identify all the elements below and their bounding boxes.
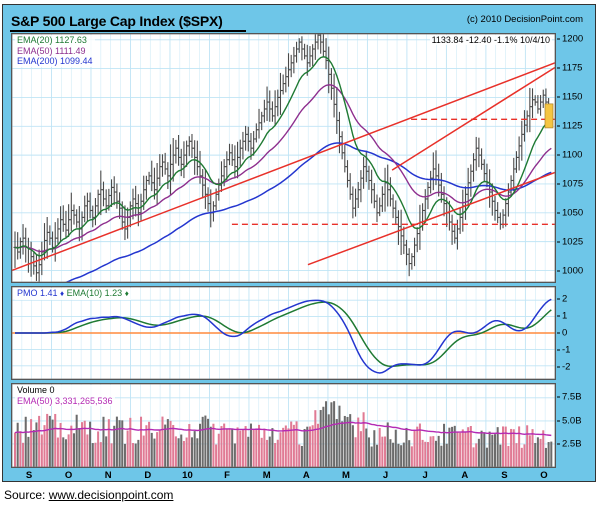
axis-tickmark xyxy=(557,67,560,69)
x-axis: S O N D 10 F M A M J J A S O xyxy=(11,469,556,483)
axis-tick-label: 1125 xyxy=(562,120,583,132)
axis-tick-label: 1075 xyxy=(562,178,584,190)
axis-tickmark xyxy=(557,38,560,40)
legend-pmo: PMO 1.41 xyxy=(17,288,58,298)
axis-tickmark xyxy=(557,212,560,214)
axis-tick-label: 2.5B xyxy=(562,438,582,450)
pmo-indicator-panel[interactable]: PMO 1.41 ♦ EMA(10) 1.23 ♦ xyxy=(11,286,556,380)
legend-pmo-signal: EMA(10) 1.23 xyxy=(66,288,123,298)
legend-volume-ema: EMA(50) 3,331,265,536 xyxy=(17,395,113,406)
quote-readout: 1133.84 -12.40 -1.1% 10/4/10 xyxy=(429,35,552,45)
axis-tickmark xyxy=(557,315,560,317)
page-title: S&P 500 Large Cap Index ($SPX) xyxy=(11,13,223,29)
chart-frame: S&P 500 Large Cap Index ($SPX) (c) 2010 … xyxy=(2,4,596,482)
axis-tick-label: 1200 xyxy=(562,33,584,45)
x-axis-tick-label: M xyxy=(341,470,350,481)
axis-tick-label: -1 xyxy=(562,344,571,356)
source-caption: Source: www.decisionpoint.com xyxy=(4,488,173,502)
price-plot-area xyxy=(12,34,555,282)
x-axis-tick-label: D xyxy=(144,470,152,481)
x-axis-tick-label: J xyxy=(382,470,389,481)
axis-tick-label: 1025 xyxy=(562,236,584,248)
axis-tickmark xyxy=(557,443,560,445)
axis-tickmark xyxy=(557,154,560,156)
axis-tickmark xyxy=(557,298,560,300)
axis-tickmark xyxy=(557,96,560,98)
axis-tick-label: 1100 xyxy=(562,149,583,161)
axis-tickmark xyxy=(557,125,560,127)
x-axis-tick-label: J xyxy=(422,470,428,481)
x-axis-tick-label: O xyxy=(540,470,548,481)
axis-tickmark xyxy=(557,332,560,334)
pmo-y-axis: 2 1 0 -1 -2 xyxy=(557,286,599,380)
axis-tick-label: 1000 xyxy=(562,265,584,277)
axis-tick-label: 5.0B xyxy=(562,415,582,427)
pmo-plot-area xyxy=(12,287,555,379)
x-axis-tick-label: A xyxy=(302,470,310,481)
legend-ema20: EMA(20) 1127.63 xyxy=(17,35,87,45)
axis-tick-label: 1175 xyxy=(562,62,583,74)
price-legend: EMA(20) 1127.63 EMA(50) 1111.49 EMA(200)… xyxy=(15,35,95,67)
price-y-axis: 1200 1175 1150 1125 1100 1075 1050 1025 1000 xyxy=(557,33,599,283)
x-axis-tick-label: O xyxy=(64,470,73,481)
x-axis-tick-label: N xyxy=(104,470,112,481)
axis-tickmark xyxy=(557,349,560,351)
axis-tick-label: 1 xyxy=(562,310,568,322)
volume-y-axis: 7.5B 5.0B 2.5B xyxy=(557,383,599,468)
axis-tickmark xyxy=(557,183,560,185)
pmo-trend-arrow-icon: ♦ xyxy=(60,289,65,298)
pmo-signal-trend-arrow-icon: ♦ xyxy=(124,289,129,298)
legend-ema50: EMA(50) 1111.49 xyxy=(17,45,86,56)
x-axis-tick-label: S xyxy=(501,470,508,481)
pmo-legend: PMO 1.41 ♦ EMA(10) 1.23 ♦ xyxy=(15,288,131,300)
price-chart-panel[interactable]: EMA(20) 1127.63 EMA(50) 1111.49 EMA(200)… xyxy=(11,33,556,283)
axis-tick-label: 2 xyxy=(562,293,568,305)
x-axis-tick-label: 10 xyxy=(182,470,193,481)
axis-tick-label: 7.5B xyxy=(562,391,582,403)
axis-tick-label: 1050 xyxy=(562,207,584,219)
x-axis-tick-label: F xyxy=(224,470,230,481)
axis-tick-label: -2 xyxy=(562,361,571,373)
x-axis-tick-label: M xyxy=(262,470,271,481)
axis-tickmark xyxy=(557,396,560,398)
axis-tickmark xyxy=(557,366,560,368)
volume-panel[interactable]: Volume 0 EMA(50) 3,331,265,536 xyxy=(11,383,556,468)
source-prefix: Source: xyxy=(4,488,49,502)
axis-tick-label: 0 xyxy=(562,327,568,339)
legend-ema200: EMA(200) 1099.44 xyxy=(17,56,93,66)
source-link[interactable]: www.decisionpoint.com xyxy=(48,488,174,502)
axis-tickmark xyxy=(557,420,560,422)
x-axis-tick-label: A xyxy=(461,470,469,481)
axis-tickmark xyxy=(557,270,560,272)
x-axis-tick-label: S xyxy=(25,470,33,481)
volume-plot-area xyxy=(12,384,555,467)
title-underline xyxy=(10,30,246,32)
legend-volume: Volume 0 xyxy=(17,385,55,395)
volume-legend: Volume 0 EMA(50) 3,331,265,536 xyxy=(15,385,115,406)
axis-tickmark xyxy=(557,241,560,243)
copyright-notice: (c) 2010 DecisionPoint.com xyxy=(466,14,583,25)
axis-tick-label: 1150 xyxy=(562,91,583,103)
